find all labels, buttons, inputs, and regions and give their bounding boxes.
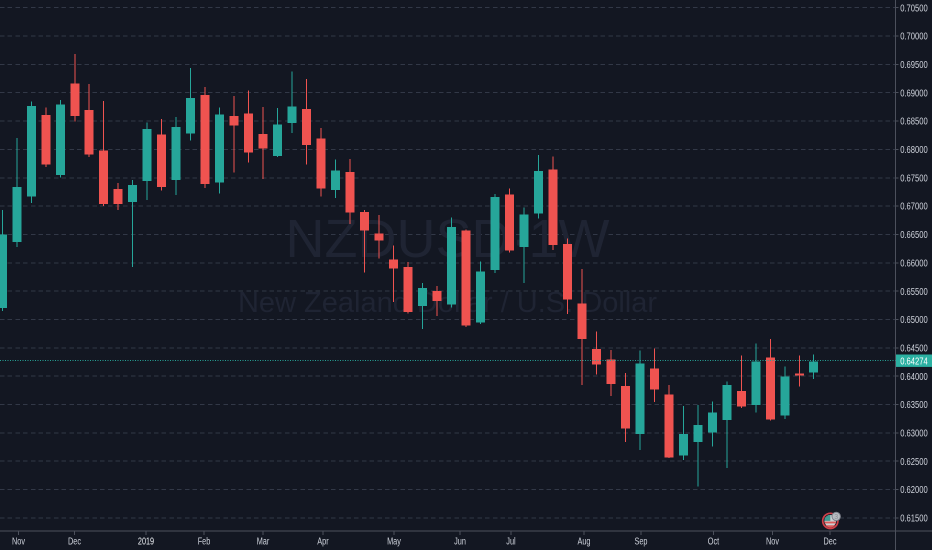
svg-text:Nov: Nov [766,536,779,547]
svg-text:0.68500: 0.68500 [900,117,928,128]
svg-text:Dec: Dec [68,536,81,547]
svg-text:0.70500: 0.70500 [900,3,928,14]
svg-text:May: May [387,536,401,547]
svg-text:0.62500: 0.62500 [900,457,928,468]
svg-text:Apr: Apr [317,536,329,547]
svg-text:3: 3 [834,514,838,521]
svg-text:0.65000: 0.65000 [900,315,928,326]
svg-text:Nov: Nov [12,536,25,547]
svg-text:2019: 2019 [138,535,154,547]
svg-text:0.64274: 0.64274 [900,356,928,367]
svg-text:0.66000: 0.66000 [900,258,928,269]
svg-text:0.64500: 0.64500 [900,343,928,354]
svg-text:0.70000: 0.70000 [900,32,928,43]
svg-text:0.67000: 0.67000 [900,202,928,213]
svg-text:0.68000: 0.68000 [900,145,928,156]
svg-text:Aug: Aug [578,536,591,547]
svg-text:Feb: Feb [198,536,211,547]
svg-text:0.65500: 0.65500 [900,287,928,298]
svg-text:Oct: Oct [708,536,720,547]
svg-text:0.66500: 0.66500 [900,230,928,241]
svg-text:Jun: Jun [454,536,466,547]
svg-text:0.61500: 0.61500 [900,514,928,525]
svg-text:0.62000: 0.62000 [900,485,928,496]
svg-text:Sep: Sep [635,536,648,547]
svg-text:0.63000: 0.63000 [900,429,928,440]
svg-text:0.64000: 0.64000 [900,372,928,383]
svg-text:0.63500: 0.63500 [900,400,928,411]
svg-text:Mar: Mar [257,536,270,547]
svg-text:Dec: Dec [824,536,837,547]
svg-text:0.67500: 0.67500 [900,173,928,184]
svg-text:Jul: Jul [506,536,515,547]
svg-text:0.69500: 0.69500 [900,60,928,71]
svg-text:0.69000: 0.69000 [900,88,928,99]
